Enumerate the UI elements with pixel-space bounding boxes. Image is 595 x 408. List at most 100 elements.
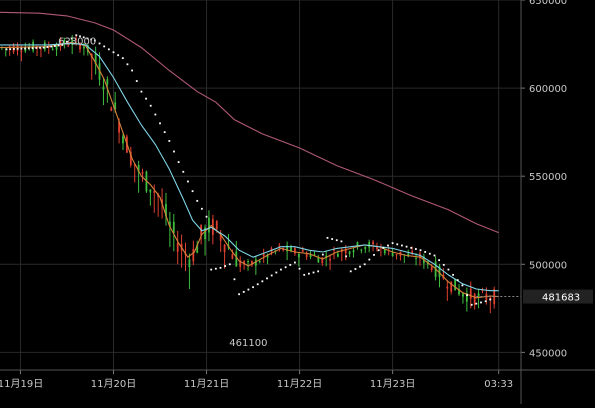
sar-dot — [46, 46, 49, 48]
sar-dot — [307, 272, 310, 275]
sar-dot — [103, 45, 106, 48]
sar-dot — [359, 265, 361, 268]
last-price-label: 481683 — [542, 293, 580, 304]
candle-body — [321, 257, 324, 264]
sar-dot — [57, 44, 60, 47]
candle-body — [337, 253, 339, 257]
candle-body — [51, 48, 54, 50]
sar-dot — [242, 290, 245, 293]
x-tick-label: 11月20日 — [91, 378, 136, 390]
candle-body — [352, 250, 355, 253]
sar-dot — [387, 244, 389, 247]
candle-body — [32, 41, 35, 51]
sar-dot — [447, 268, 450, 271]
candle-body — [83, 46, 85, 49]
sar-dot — [312, 271, 315, 274]
sar-dot — [53, 45, 56, 47]
sar-dot — [401, 244, 403, 247]
sar-dot — [410, 246, 413, 249]
sar-dot — [159, 122, 161, 125]
sar-dot — [428, 252, 431, 255]
sar-dot — [396, 243, 399, 246]
candle-body — [172, 221, 175, 233]
sar-dot — [224, 265, 227, 267]
sar-dot — [275, 271, 278, 274]
candle-body — [137, 165, 140, 173]
candle-body — [415, 257, 417, 259]
sar-dot — [475, 302, 478, 305]
sar-dot — [187, 180, 189, 183]
candle-body — [79, 43, 81, 50]
candle-body — [309, 254, 312, 258]
candle-body — [129, 151, 132, 166]
candle-body — [63, 40, 66, 45]
sar-dot — [484, 300, 487, 303]
candle-body — [344, 248, 347, 254]
sar-dot — [121, 57, 124, 60]
sar-dot — [266, 277, 268, 280]
sar-dot — [284, 266, 287, 269]
sar-dot — [82, 36, 85, 39]
candles — [0, 34, 496, 314]
sar-dot — [93, 39, 96, 42]
y-tick-label: 450000 — [529, 348, 567, 359]
sar-dot — [107, 48, 110, 51]
candle-body — [348, 251, 351, 254]
candle-body — [161, 199, 163, 204]
x-tick-label: 03:33 — [484, 379, 513, 390]
sar-dot — [452, 273, 454, 276]
candle-body — [333, 249, 335, 251]
sar-dot — [149, 104, 152, 107]
candle-body — [208, 217, 210, 233]
candle-body — [411, 251, 414, 254]
candle-body — [40, 48, 42, 50]
candle-body — [243, 261, 246, 264]
sar-dot — [256, 283, 259, 286]
candle-body — [106, 79, 109, 85]
candle-body — [75, 38, 78, 40]
sar-dot — [419, 249, 422, 252]
candle-body — [462, 293, 464, 297]
sar-dot — [438, 259, 441, 262]
candle-body — [278, 245, 281, 247]
sar-dot — [391, 242, 394, 245]
y-tick-label: 550000 — [529, 172, 567, 183]
sar-dot — [196, 199, 199, 202]
candle-body — [110, 107, 113, 111]
sar-dot — [433, 254, 436, 257]
candle-body — [364, 246, 367, 250]
candle-body — [454, 279, 457, 291]
candle-body — [395, 254, 398, 256]
candle-body — [165, 203, 167, 217]
sar-dot — [13, 48, 15, 50]
sar-dot — [354, 268, 357, 270]
sar-dot — [247, 288, 250, 291]
sar-dot — [168, 140, 171, 142]
sar-dot — [345, 255, 347, 258]
sar-dot — [90, 38, 93, 41]
sar-dot — [294, 261, 296, 264]
candle-body — [368, 242, 371, 248]
candle-body — [360, 249, 363, 251]
sar-dot — [335, 239, 338, 242]
candle-body — [262, 252, 265, 257]
candle-body — [149, 189, 152, 193]
candle-body — [122, 136, 124, 144]
sar-dot — [349, 270, 352, 273]
sar-dot — [177, 161, 180, 163]
candle-body — [317, 257, 320, 263]
candle-body — [458, 288, 460, 295]
sar-dot — [200, 207, 203, 210]
sar-dot — [214, 267, 217, 270]
candle-body — [94, 53, 97, 65]
x-tick-label: 11月19日 — [0, 378, 43, 390]
sar-dot — [31, 47, 34, 49]
ma-mid-line — [0, 42, 499, 292]
sar-dot — [173, 150, 175, 153]
sar-dot — [70, 37, 73, 40]
sar-dot — [182, 170, 185, 173]
candle-body — [297, 254, 300, 258]
candle-body — [465, 293, 468, 302]
candle-body — [329, 258, 331, 261]
